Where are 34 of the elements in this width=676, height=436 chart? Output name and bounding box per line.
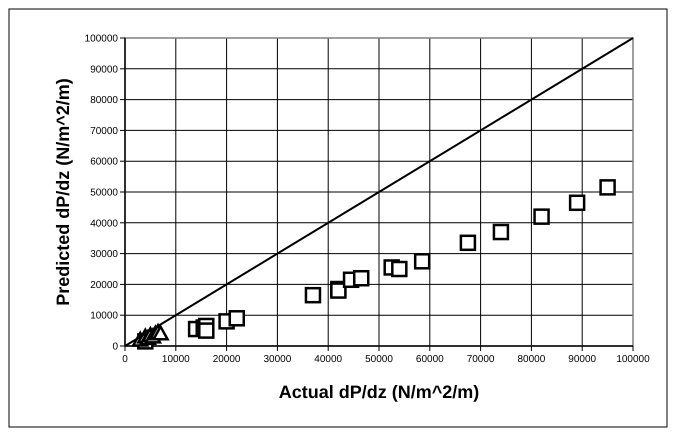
point <box>533 208 550 225</box>
y-tick-label: 0 <box>112 342 118 352</box>
x-tick-label: 60000 <box>416 354 444 365</box>
x-tick-label: 10000 <box>162 354 190 365</box>
point <box>228 310 246 327</box>
y-tick-label: 60000 <box>90 156 118 168</box>
x-tick-label: 0 <box>122 354 128 365</box>
y-tick-label: 10000 <box>90 310 118 322</box>
y-tick-label: 100000 <box>84 34 118 44</box>
point <box>492 224 510 240</box>
y-tick-label: 20000 <box>90 280 118 291</box>
point <box>414 253 430 270</box>
x-tick-label: 70000 <box>466 354 495 365</box>
x-tick-label: 20000 <box>212 354 241 365</box>
x-tick-label: 100000 <box>616 354 650 365</box>
y-tick-label: 50000 <box>90 188 118 198</box>
x-axis-title: Actual dP/dz (N/m^2/m) <box>278 382 480 402</box>
x-tick-label: 90000 <box>568 354 597 365</box>
x-tick-label: 30000 <box>263 354 292 365</box>
y-tick-label: 30000 <box>90 249 118 260</box>
point <box>599 179 616 196</box>
point <box>391 260 408 278</box>
y-tick-label: 80000 <box>90 95 118 106</box>
x-tick-label: 40000 <box>314 354 343 365</box>
y-tick-label: 90000 <box>90 64 118 76</box>
y-axis-title: Predicted dP/dz (N/m^2/m) <box>53 78 73 306</box>
y-tick-label: 40000 <box>90 218 118 230</box>
x-tick-label: 80000 <box>517 354 546 365</box>
point <box>304 286 322 304</box>
point <box>352 270 370 286</box>
y-tick-label: 70000 <box>90 126 118 137</box>
x-tick-label: 50000 <box>365 354 394 365</box>
point <box>568 194 586 212</box>
point <box>460 234 476 252</box>
